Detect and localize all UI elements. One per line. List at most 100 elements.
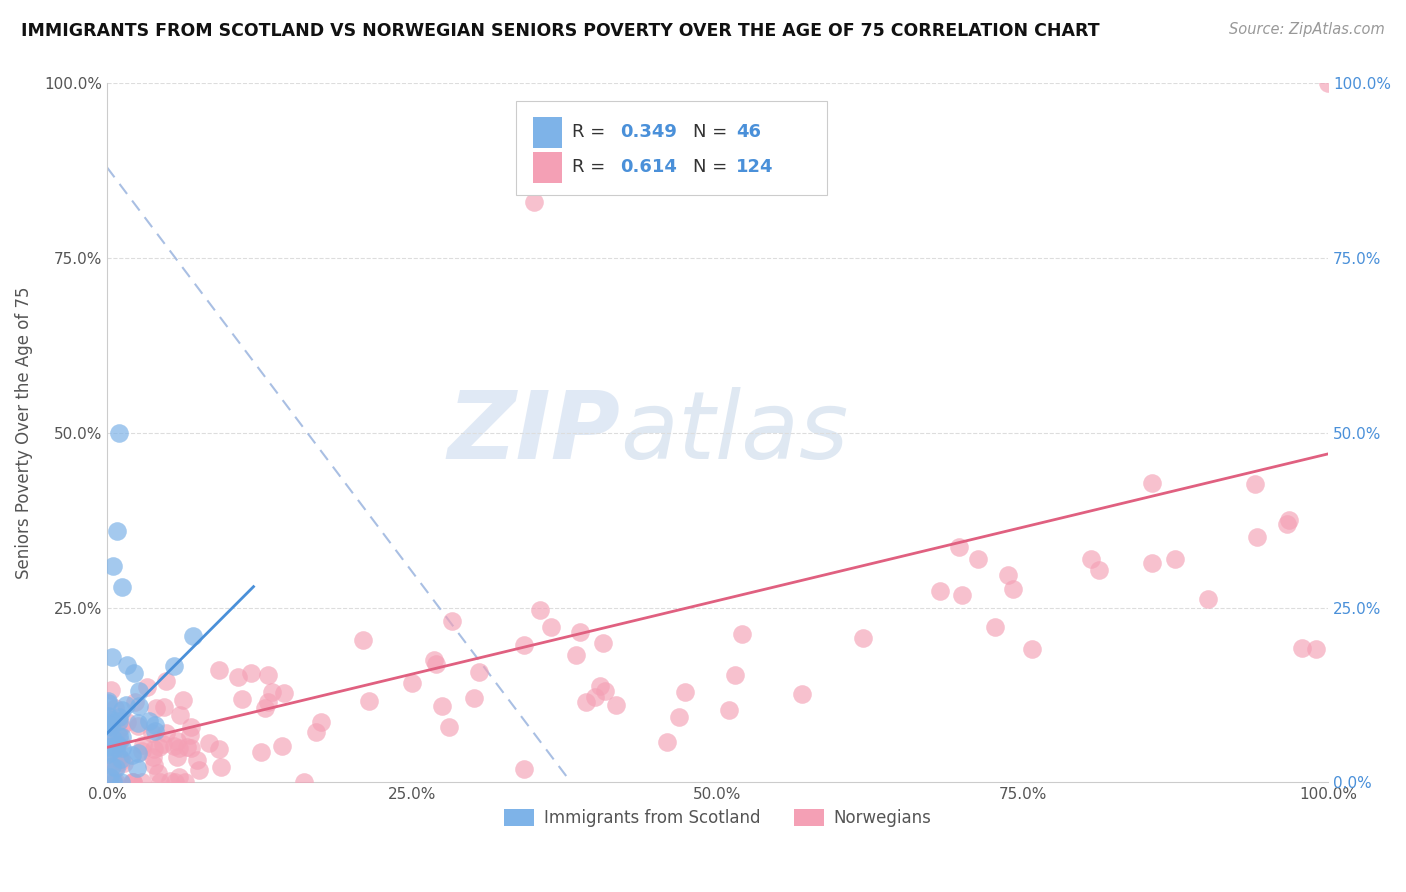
Point bbox=[104, 761, 127, 775]
Text: 0.614: 0.614 bbox=[620, 158, 676, 177]
Point bbox=[152, 737, 174, 751]
Point bbox=[257, 667, 280, 681]
Point bbox=[181, 629, 204, 643]
Point bbox=[97, 708, 120, 723]
Point bbox=[101, 772, 124, 787]
Point bbox=[176, 739, 198, 754]
Point bbox=[209, 760, 232, 774]
Point bbox=[127, 716, 149, 731]
Point bbox=[104, 759, 127, 773]
Point bbox=[110, 720, 132, 734]
Point bbox=[132, 738, 155, 752]
Point bbox=[110, 775, 132, 789]
Point bbox=[718, 703, 741, 717]
Point bbox=[108, 709, 131, 723]
Point bbox=[159, 774, 181, 789]
Text: ZIP: ZIP bbox=[447, 387, 620, 479]
Point bbox=[441, 614, 464, 628]
Point bbox=[127, 718, 149, 732]
Point bbox=[253, 701, 276, 715]
Point bbox=[121, 747, 143, 762]
Point bbox=[948, 541, 970, 555]
Text: N =: N = bbox=[693, 158, 733, 177]
Point bbox=[984, 620, 1007, 634]
Point bbox=[1164, 552, 1187, 566]
Point bbox=[169, 770, 191, 784]
Point bbox=[592, 635, 614, 649]
Point bbox=[432, 698, 454, 713]
Point bbox=[148, 740, 170, 755]
Point bbox=[107, 723, 129, 738]
Point bbox=[352, 632, 374, 647]
Point bbox=[108, 425, 131, 440]
Point bbox=[172, 693, 194, 707]
Point bbox=[128, 698, 150, 713]
Point bbox=[208, 663, 231, 677]
Point bbox=[197, 736, 219, 750]
Point bbox=[101, 558, 124, 573]
Point bbox=[115, 715, 138, 730]
Point bbox=[155, 725, 177, 739]
Point bbox=[142, 742, 165, 756]
Point bbox=[111, 580, 134, 594]
Point bbox=[97, 716, 120, 731]
Point bbox=[105, 738, 128, 752]
Point bbox=[208, 741, 231, 756]
Point bbox=[167, 740, 190, 755]
Point bbox=[262, 685, 284, 699]
Point bbox=[668, 710, 690, 724]
Point bbox=[108, 734, 131, 748]
Point bbox=[401, 675, 423, 690]
Point bbox=[724, 668, 747, 682]
Point bbox=[1246, 530, 1268, 544]
Point bbox=[108, 714, 131, 729]
Point bbox=[122, 774, 145, 789]
Point bbox=[98, 745, 121, 759]
Point bbox=[1002, 582, 1025, 597]
Point bbox=[605, 698, 627, 713]
Text: 124: 124 bbox=[735, 158, 773, 177]
Point bbox=[110, 751, 132, 765]
Point bbox=[1278, 513, 1301, 527]
Point bbox=[97, 716, 120, 731]
Point bbox=[513, 762, 536, 776]
Point bbox=[439, 720, 461, 734]
Point bbox=[97, 739, 120, 754]
Point bbox=[163, 658, 186, 673]
Point bbox=[97, 747, 120, 762]
Point bbox=[124, 695, 146, 709]
Text: N =: N = bbox=[693, 123, 733, 141]
Point bbox=[111, 730, 134, 744]
Point bbox=[180, 740, 202, 755]
Point bbox=[173, 774, 195, 789]
Point bbox=[145, 701, 167, 715]
Point bbox=[131, 744, 153, 758]
Point bbox=[163, 774, 186, 789]
Point bbox=[583, 690, 606, 705]
Point bbox=[169, 707, 191, 722]
Point bbox=[128, 683, 150, 698]
Point bbox=[966, 551, 988, 566]
Point bbox=[468, 665, 491, 680]
FancyBboxPatch shape bbox=[533, 117, 562, 148]
Point bbox=[1197, 591, 1219, 606]
Text: Source: ZipAtlas.com: Source: ZipAtlas.com bbox=[1229, 22, 1385, 37]
Point bbox=[240, 665, 263, 680]
Point bbox=[142, 750, 165, 764]
Point bbox=[852, 631, 875, 645]
Point bbox=[575, 695, 598, 709]
Point bbox=[249, 746, 271, 760]
Point bbox=[1275, 517, 1298, 532]
Point bbox=[1080, 552, 1102, 566]
Text: 46: 46 bbox=[735, 123, 761, 141]
Point bbox=[673, 685, 696, 699]
Point bbox=[309, 714, 332, 729]
Point bbox=[103, 775, 125, 789]
Point bbox=[226, 670, 249, 684]
Point bbox=[790, 687, 813, 701]
Point bbox=[273, 685, 295, 699]
Point bbox=[105, 524, 128, 538]
Point bbox=[425, 657, 447, 671]
Point bbox=[731, 626, 754, 640]
Point bbox=[143, 757, 166, 772]
